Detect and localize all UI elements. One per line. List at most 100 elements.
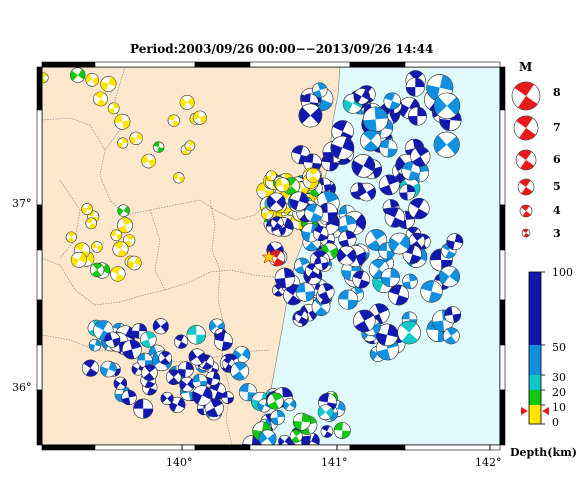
focal-mechanism: [351, 154, 376, 178]
focal-mechanism: [317, 404, 334, 421]
focal-mechanism: [433, 92, 461, 120]
focal-mechanism: [165, 369, 182, 386]
focal-mechanism: [133, 398, 154, 419]
depth-marker-left-icon: [521, 407, 528, 415]
focal-mechanism: [333, 422, 351, 440]
main-shock-marker: [261, 249, 286, 267]
main-shock-star-icon: [261, 249, 277, 264]
depth-legend-title: Depth(km): [510, 446, 577, 459]
focal-mechanism: [192, 110, 207, 125]
focal-mechanism: [107, 102, 120, 115]
focal-mechanism: [70, 67, 86, 83]
focal-mechanism: [360, 130, 382, 152]
focal-mechanism: [127, 255, 142, 271]
depth-bar-segment: [529, 405, 541, 424]
focal-mechanism: [278, 434, 292, 445]
magnitude-legend-ball-6: [515, 149, 537, 171]
focal-mechanism: [160, 391, 174, 406]
focal-mechanism: [397, 320, 421, 345]
focal-mechanism: [173, 172, 185, 184]
focal-mechanism: [420, 280, 443, 303]
focal-mechanism: [177, 361, 194, 378]
focal-mechanism: [330, 135, 355, 160]
focal-mechanism: [104, 331, 121, 348]
frame-bar-segment: [499, 389, 506, 446]
focal-mechanism: [100, 75, 117, 92]
focal-mechanism: [70, 251, 87, 268]
depth-bar-frame: [528, 271, 542, 425]
frame-bar-segment: [41, 61, 96, 68]
focal-mechanism: [89, 262, 105, 278]
frame-bar-segment: [404, 444, 501, 451]
focal-mechanism: [152, 318, 169, 335]
focal-mechanism: [438, 265, 461, 288]
depth-label-50: 50: [552, 341, 566, 354]
focal-mechanism: [81, 359, 100, 377]
frame-bar-segment: [404, 61, 501, 68]
magnitude-legend-ball-3: [521, 228, 531, 238]
focal-mechanism: [265, 170, 277, 182]
depth-label-10: 10: [552, 401, 566, 414]
focal-mechanism: [205, 371, 221, 386]
focal-mechanism: [114, 113, 131, 130]
lat-tick-37: 37°: [12, 197, 32, 210]
focal-mechanism: [314, 256, 329, 271]
focal-mechanism: [238, 383, 258, 402]
mag-label-8: 8: [553, 86, 561, 99]
depth-bar-segment: [529, 375, 541, 390]
focal-mechanism: [442, 327, 460, 345]
focal-mechanism: [405, 77, 425, 97]
focal-mechanism: [110, 266, 126, 282]
focal-mechanism: [289, 191, 309, 211]
focal-mechanism: [266, 192, 286, 212]
focal-mechanism: [375, 323, 399, 347]
magnitude-legend-ball-5: [517, 178, 535, 196]
focal-mechanism: [303, 153, 322, 173]
frame-bar-segment: [194, 61, 251, 68]
focal-mechanism: [446, 233, 464, 251]
focal-mechanism: [270, 409, 286, 425]
focal-mechanism: [258, 429, 277, 445]
focal-mechanism: [184, 140, 196, 152]
focal-mechanism: [204, 398, 224, 418]
focal-mechanism: [167, 114, 180, 127]
focal-mechanism: [362, 106, 389, 133]
frame-bar-segment: [94, 61, 196, 68]
frame-bar-segment: [499, 109, 506, 206]
focal-mechanism: [158, 351, 173, 365]
magnitude-legend-symbols: [511, 81, 541, 238]
focal-mechanism: [100, 360, 117, 378]
focal-mechanism: [399, 184, 416, 201]
focal-mechanism: [353, 88, 370, 105]
focal-mechanism: [408, 197, 430, 220]
focal-mechanism: [320, 425, 334, 438]
focal-mechanism: [140, 331, 157, 348]
focal-mechanism: [388, 232, 411, 255]
focal-mechanism: [188, 348, 206, 366]
focal-mechanism: [298, 103, 323, 128]
depth-label-30: 30: [552, 371, 566, 384]
depth-label-20: 20: [552, 386, 566, 399]
focal-mechanism: [112, 241, 129, 258]
mag-label-3: 3: [553, 227, 561, 240]
focal-mechanism: [384, 207, 406, 228]
focal-mechanism: [337, 215, 357, 235]
frame-bar-segment: [499, 249, 506, 301]
focal-mechanism: [410, 146, 431, 167]
focal-mechanism: [292, 412, 311, 431]
depth-label-0: 0: [552, 416, 559, 429]
focal-mechanism: [152, 141, 165, 153]
frame-bar-segment: [249, 61, 351, 68]
frame-bar-segment: [194, 444, 251, 451]
focal-mechanism: [312, 225, 329, 242]
frame-bar-segment: [94, 444, 196, 451]
magnitude-legend-ball-4: [519, 204, 533, 218]
frame-bar-segment: [36, 299, 43, 346]
focal-mechanism: [353, 309, 376, 333]
focal-mechanism: [380, 267, 400, 288]
mag-label-7: 7: [553, 121, 561, 134]
focal-mechanism: [192, 385, 213, 406]
focal-mechanism: [121, 339, 142, 360]
focal-mechanism: [110, 229, 123, 242]
